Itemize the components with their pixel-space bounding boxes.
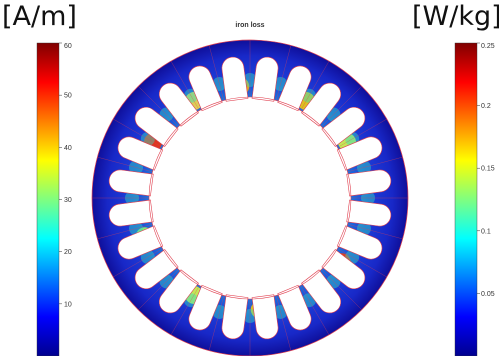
right-colorbar-frame [454,42,478,356]
hotspot-5 [250,300,269,319]
tooth-radial-line [170,61,200,111]
hotspot-layer [125,73,375,323]
chart-title: iron loss [235,22,265,29]
slot-outline [221,56,249,102]
rightTicks-label-1: 0.1 [481,228,491,235]
right-colorbar-gradient [455,43,477,356]
tooth-radial-line [138,269,179,310]
tooth-radial-line [337,248,387,278]
left-colorbar-gradient [37,43,59,356]
slot-outline [188,65,223,112]
right-colorbar-unit: [W/kg] [412,1,499,32]
tooth-radial-line [275,45,292,101]
hotspot-1 [231,77,250,96]
slot-outline [301,269,342,314]
radial-lines [92,40,408,356]
tooth-radial-line [113,248,163,278]
slot-outline [158,82,199,127]
left-colorbar: 10 20 30 40 50 60 [36,42,72,356]
leftTicks-label-3: 40 [64,145,72,152]
slot-outline [108,169,154,197]
rightTicks-label-2: 0.15 [481,166,495,173]
tooth-radial-line [170,285,200,335]
leftTicks-label-4: 50 [64,93,72,100]
tooth-radial-line [347,223,403,240]
slot-outline [336,136,383,171]
stator-heatmap [91,39,409,356]
slot-outline [108,199,154,227]
slot-outline [321,249,366,290]
tooth-radial-line [113,118,163,148]
tooth-radial-line [275,295,292,351]
right-colorbar: 0.05 0.1 0.15 0.2 0.25 [454,42,495,356]
slot-outline [277,65,312,112]
left-colorbar-unit: [A/m] [2,1,77,32]
tooth-radial-line [208,45,225,101]
tooth-radial-line [347,156,403,173]
slot-outline [134,106,179,147]
tooth-radial-line [321,86,362,127]
slot-outline [188,284,223,331]
tooth-radial-line [208,295,225,351]
tooth-radial-line [97,223,153,240]
rightTicks-label-3: 0.2 [481,103,491,110]
slot-outline [336,225,383,260]
rightTicks-label-4: 0.25 [481,43,495,50]
tooth-radial-line [300,61,330,111]
slot-outline [134,249,179,290]
tooth-radial-line [138,86,179,127]
leftTicks-label-5: 60 [64,43,72,50]
leftTicks-label-2: 30 [64,197,72,204]
slot-outline [301,82,342,127]
slot-outline [277,284,312,331]
slot-outline [117,225,164,260]
tooth-radial-line [321,269,362,310]
tooth-radial-line [300,285,330,335]
rightTicks-label-0: 0.05 [481,291,495,298]
slot-outline [117,136,164,171]
slot-outline [321,106,366,147]
slot-outline [221,294,249,340]
slot-outline [158,269,199,314]
leftTicks-label-1: 20 [64,249,72,256]
tooth-radial-line [337,118,387,148]
slot-outline [251,294,279,340]
tooth-radial-line [97,156,153,173]
slot-outline [346,169,392,197]
slot-outline [346,199,392,227]
leftTicks-label-0: 10 [64,301,72,308]
slot-outline [251,56,279,102]
